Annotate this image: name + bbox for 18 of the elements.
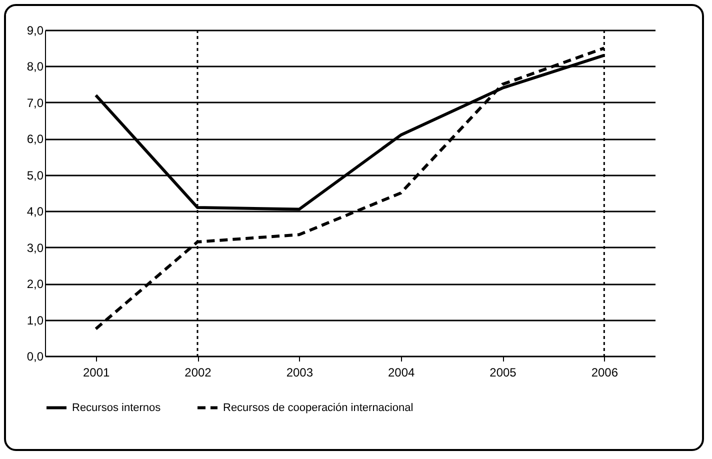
x-tick-label: 2004: [388, 366, 416, 380]
legend-label: Recursos internos: [72, 402, 162, 414]
y-tick-label: 1,0: [26, 313, 44, 328]
y-tick-label: 8,0: [26, 60, 44, 74]
y-tick-label: 5,0: [26, 168, 44, 182]
y-tick-label: 0,0: [26, 350, 44, 364]
x-tick-label: 2002: [184, 366, 212, 380]
y-tick-label: 4,0: [26, 204, 44, 219]
y-tick-label: 2,0: [26, 277, 44, 292]
x-tick-label: 2003: [286, 366, 314, 380]
x-tick-label: 2001: [82, 366, 110, 380]
y-tick-label: 3,0: [26, 240, 44, 255]
y-tick-label: 6,0: [26, 132, 44, 146]
legend-label: Recursos de cooperación internacional: [223, 402, 414, 414]
x-tick-label: 2006: [591, 366, 618, 380]
y-tick-label: 9,0: [26, 24, 44, 38]
x-tick-label: 2005: [490, 366, 517, 380]
y-tick-label: 7,0: [26, 96, 44, 110]
